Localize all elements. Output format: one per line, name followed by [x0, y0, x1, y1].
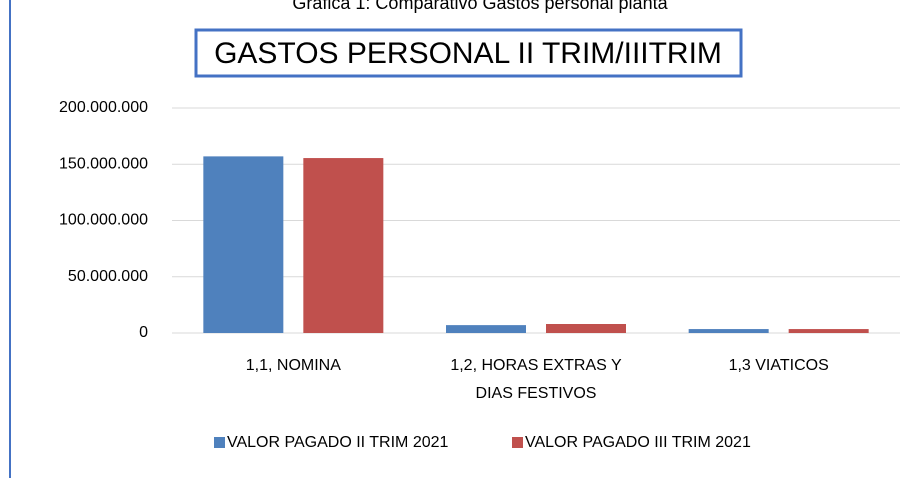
bar — [203, 156, 284, 333]
y-tick-label: 50.000.000 — [68, 268, 148, 285]
x-tick-label: 1,3 VIATICOS — [729, 357, 829, 374]
chart-caption: Gráfica 1: Comparativo Gastos personal p… — [292, 0, 668, 13]
legend-label: VALOR PAGADO III TRIM 2021 — [525, 434, 751, 451]
y-tick-label: 0 — [139, 324, 148, 341]
x-tick-label: 1,2, HORAS EXTRAS Y DIAS FESTIVOS — [450, 357, 622, 402]
bar — [688, 329, 769, 333]
y-tick-label: 100.000.000 — [59, 212, 148, 229]
x-tick-label: 1,1, NOMINA — [246, 357, 341, 374]
legend-swatch — [214, 437, 225, 448]
bar — [788, 329, 869, 333]
legend-label: VALOR PAGADO II TRIM 2021 — [227, 434, 449, 451]
bar — [446, 325, 526, 333]
y-tick-label: 150.000.000 — [59, 155, 148, 172]
title-box — [194, 28, 743, 78]
chart-title: GASTOS PERSONAL II TRIM/IIITRIM — [214, 37, 722, 70]
bar — [303, 158, 384, 333]
legend-swatch — [512, 437, 523, 448]
y-tick-label: 200.000.000 — [59, 99, 148, 116]
bar — [546, 324, 626, 333]
